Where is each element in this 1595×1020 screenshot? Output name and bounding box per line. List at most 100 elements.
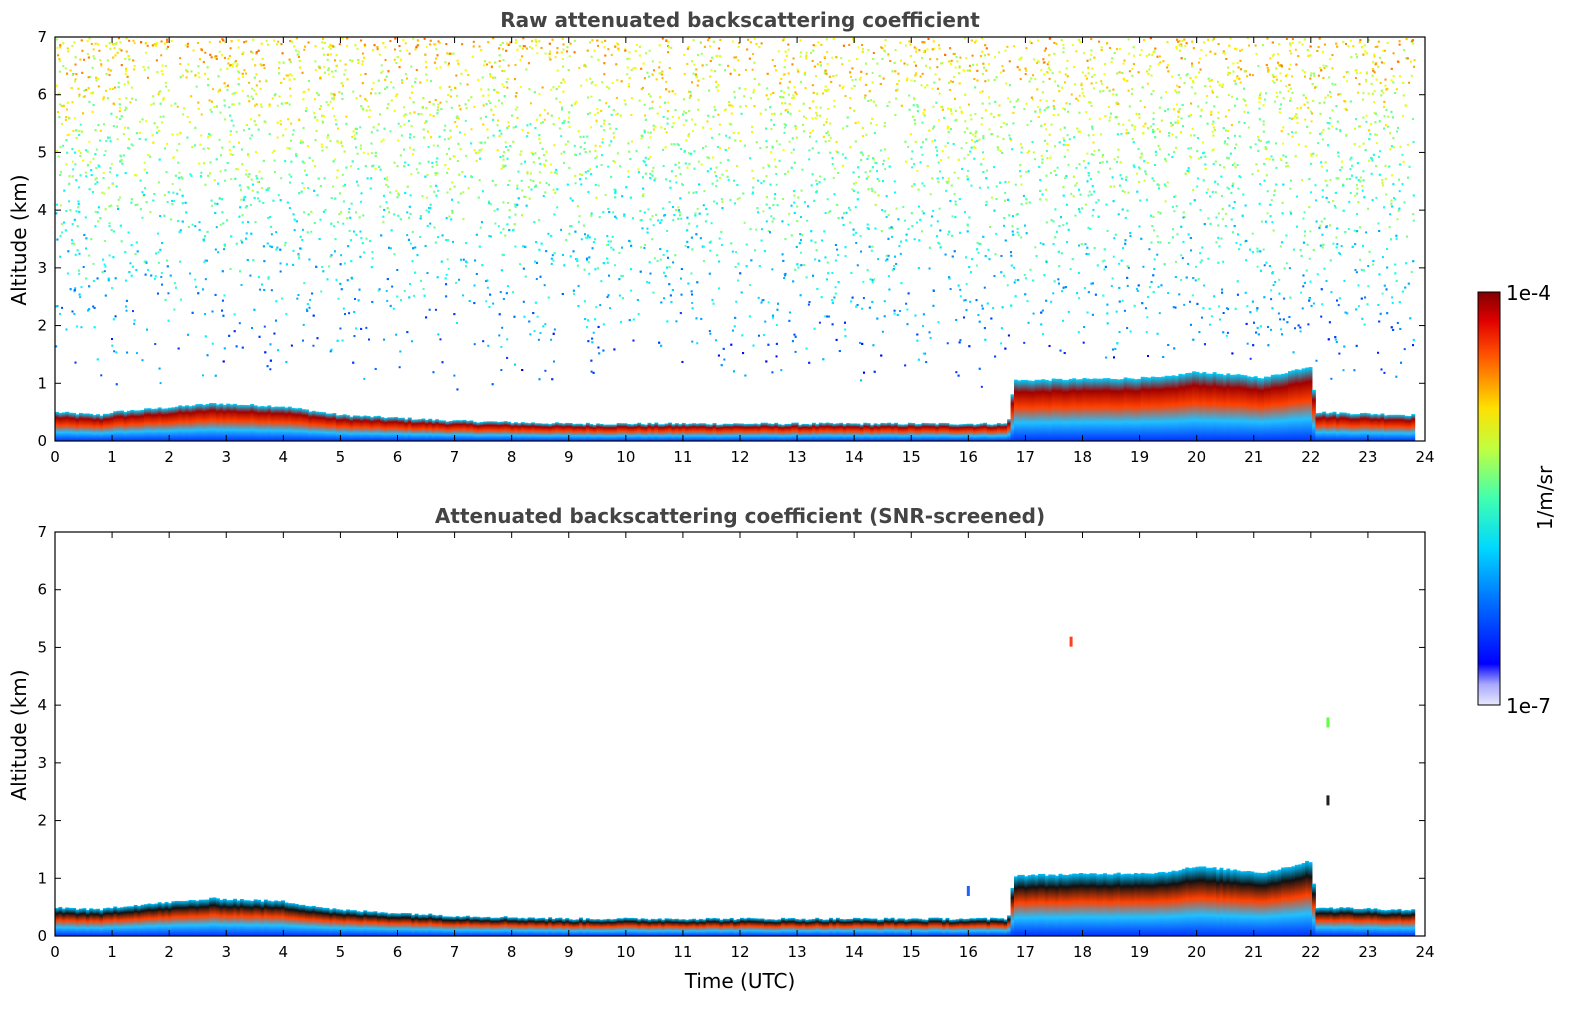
noise-pixel — [775, 173, 778, 176]
noise-pixel — [507, 202, 510, 205]
noise-pixel — [164, 64, 167, 67]
noise-pixel — [574, 258, 577, 261]
noise-pixel — [363, 377, 366, 380]
noise-pixel — [1062, 224, 1065, 227]
noise-pixel — [348, 312, 351, 315]
noise-pixel — [376, 129, 379, 132]
noise-pixel — [1393, 146, 1396, 149]
noise-pixel — [425, 209, 428, 212]
noise-pixel — [396, 268, 399, 271]
noise-pixel — [783, 123, 786, 126]
noise-pixel — [556, 69, 559, 72]
noise-pixel — [529, 333, 532, 336]
noise-pixel — [301, 238, 304, 241]
noise-pixel — [1383, 62, 1386, 65]
noise-pixel — [429, 222, 432, 225]
noise-pixel — [1224, 140, 1227, 143]
noise-pixel — [1227, 308, 1230, 311]
noise-pixel — [749, 97, 752, 100]
noise-pixel — [671, 125, 674, 128]
noise-pixel — [817, 41, 820, 44]
noise-pixel — [1123, 79, 1126, 82]
noise-pixel — [590, 126, 593, 129]
noise-pixel — [438, 42, 441, 45]
noise-pixel — [825, 90, 828, 93]
noise-pixel — [945, 189, 948, 192]
noise-pixel — [1309, 230, 1312, 233]
noise-pixel — [342, 307, 345, 310]
noise-pixel — [96, 211, 99, 214]
noise-pixel — [387, 185, 390, 188]
noise-pixel — [1180, 44, 1183, 47]
noise-pixel — [219, 170, 222, 173]
noise-pixel — [755, 228, 758, 231]
noise-pixel — [71, 44, 74, 47]
noise-pixel — [258, 181, 261, 184]
noise-pixel — [413, 294, 416, 297]
noise-pixel — [1228, 204, 1231, 207]
noise-pixel — [936, 58, 939, 61]
noise-pixel — [568, 55, 571, 58]
noise-pixel — [466, 83, 469, 86]
noise-pixel — [406, 49, 409, 52]
noise-pixel — [105, 89, 108, 92]
noise-pixel — [529, 178, 532, 181]
noise-pixel — [1259, 97, 1262, 100]
noise-pixel — [68, 200, 71, 203]
noise-pixel — [611, 235, 614, 238]
noise-pixel — [115, 41, 118, 44]
noise-pixel — [403, 106, 406, 109]
noise-pixel — [848, 206, 851, 209]
noise-pixel — [543, 284, 546, 287]
noise-pixel — [904, 44, 907, 47]
noise-pixel — [1090, 53, 1093, 56]
noise-pixel — [1034, 246, 1037, 249]
noise-pixel — [1106, 230, 1109, 233]
noise-pixel — [176, 105, 179, 108]
noise-pixel — [774, 193, 777, 196]
noise-pixel — [292, 129, 295, 132]
noise-pixel — [1376, 142, 1379, 145]
noise-pixel — [808, 149, 811, 152]
noise-pixel — [338, 43, 341, 46]
noise-pixel — [1088, 118, 1091, 121]
noise-pixel — [374, 92, 377, 95]
noise-pixel — [775, 324, 778, 327]
noise-pixel — [547, 232, 550, 235]
noise-pixel — [732, 105, 735, 108]
noise-pixel — [303, 90, 306, 93]
noise-pixel — [1025, 47, 1028, 50]
noise-pixel — [1067, 163, 1070, 166]
noise-pixel — [355, 146, 358, 149]
noise-pixel — [1004, 191, 1007, 194]
noise-pixel — [821, 92, 824, 95]
noise-pixel — [727, 178, 730, 181]
noise-pixel — [702, 260, 705, 263]
noise-pixel — [542, 195, 545, 198]
noise-pixel — [127, 82, 130, 85]
noise-pixel — [940, 105, 943, 108]
noise-pixel — [1309, 110, 1312, 113]
noise-pixel — [127, 80, 130, 83]
noise-pixel — [744, 105, 747, 108]
noise-pixel — [984, 80, 987, 83]
noise-pixel — [447, 52, 450, 55]
noise-pixel — [178, 171, 181, 174]
noise-pixel — [1180, 43, 1183, 46]
noise-pixel — [1280, 328, 1283, 331]
noise-pixel — [630, 69, 633, 72]
noise-pixel — [718, 133, 721, 136]
noise-pixel — [1092, 153, 1095, 156]
noise-pixel — [641, 86, 644, 89]
noise-pixel — [1225, 307, 1228, 310]
noise-pixel — [1034, 158, 1037, 161]
noise-pixel — [207, 78, 210, 81]
noise-pixel — [458, 131, 461, 134]
noise-pixel — [766, 87, 769, 90]
noise-pixel — [1338, 251, 1341, 254]
noise-pixel — [1272, 194, 1275, 197]
noise-pixel — [395, 189, 398, 192]
noise-pixel — [445, 43, 448, 46]
noise-pixel — [487, 344, 490, 347]
noise-pixel — [1317, 142, 1320, 145]
